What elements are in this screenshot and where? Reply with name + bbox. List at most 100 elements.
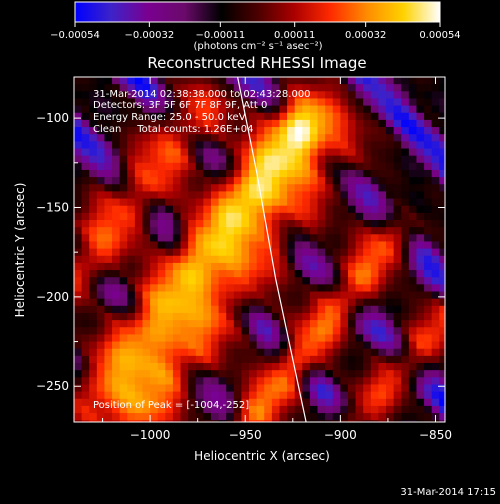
heatmap-cell	[233, 105, 243, 114]
heatmap-cell	[309, 363, 319, 371]
heatmap-cell	[393, 277, 402, 285]
heatmap-cell	[401, 77, 410, 85]
heatmap-cell	[416, 341, 425, 350]
x-axis-ticks: −1000 −950 −900 −850	[102, 77, 452, 442]
colorbar: −0.00054 −0.00032 −0.00011 0.00011 0.00032 0.…	[50, 1, 461, 52]
heatmap-cell	[279, 341, 288, 350]
heatmap-cell	[378, 198, 387, 207]
heatmap-cell	[249, 248, 258, 257]
heatmap-cell	[210, 413, 220, 421]
heatmap-cell	[74, 112, 83, 121]
heatmap-cell	[363, 212, 372, 221]
heatmap-cell	[264, 248, 273, 257]
heatmap-cell	[218, 91, 227, 100]
heatmap-cell	[226, 277, 235, 285]
heatmap-cell	[264, 377, 273, 386]
heatmap-cell	[256, 234, 265, 243]
heatmap-cell	[439, 191, 445, 200]
heatmap-cell	[401, 405, 410, 414]
heatmap-cell	[424, 98, 433, 107]
heatmap-cell	[165, 284, 174, 293]
heatmap-cell	[363, 91, 372, 100]
heatmap-cell	[393, 105, 402, 114]
heatmap-cell	[279, 391, 288, 400]
heatmap-cell	[386, 191, 395, 200]
heatmap-cell	[271, 284, 281, 293]
heatmap-cell	[241, 220, 250, 228]
heatmap-cell	[134, 327, 144, 336]
heatmap-cell	[408, 98, 418, 107]
heatmap-cell	[294, 134, 303, 142]
heatmap-cell	[386, 84, 395, 92]
heatmap-cell	[386, 355, 395, 364]
heatmap-cell	[302, 262, 311, 271]
heatmap-cell	[302, 198, 311, 207]
heatmap-cell	[256, 355, 265, 364]
heatmap-cell	[386, 405, 395, 414]
heatmap-cell	[81, 270, 90, 278]
heatmap-cell	[195, 77, 204, 85]
heatmap-cell	[370, 277, 380, 285]
heatmap-cell	[249, 277, 258, 285]
heatmap-cell	[89, 355, 98, 364]
heatmap-cell	[279, 398, 288, 407]
heatmap-cell	[241, 384, 250, 393]
heatmap-cell	[363, 270, 372, 278]
heatmap-cell	[264, 327, 273, 336]
heatmap-cell	[233, 112, 243, 121]
heatmap-cell	[104, 391, 113, 400]
heatmap-cell	[386, 119, 395, 128]
heatmap-cell	[157, 305, 166, 314]
heatmap-cell	[325, 255, 334, 264]
heatmap-cell	[386, 255, 395, 264]
heatmap-cell	[150, 270, 159, 278]
heatmap-cell	[294, 312, 303, 321]
heatmap-cell	[302, 169, 311, 178]
heatmap-cell	[142, 312, 151, 321]
heatmap-cell	[119, 291, 128, 300]
heatmap-cell	[309, 220, 319, 228]
heatmap-cell	[112, 198, 121, 207]
heatmap-cell	[127, 277, 136, 285]
heatmap-cell	[188, 384, 197, 393]
heatmap-cell	[210, 355, 220, 364]
heatmap-cell	[165, 262, 174, 271]
heatmap-cell	[416, 363, 425, 371]
heatmap-cell	[165, 241, 174, 250]
heatmap-cell	[416, 177, 425, 185]
heatmap-cell	[74, 169, 83, 178]
heatmap-cell	[393, 327, 402, 336]
heatmap-cell	[142, 205, 151, 214]
heatmap-cell	[172, 177, 182, 185]
heatmap-cell	[317, 127, 326, 135]
heatmap-cell	[157, 413, 166, 421]
heatmap-cell	[271, 191, 281, 200]
plot-area: −1000 −950 −900 −850 −100−150−200−250	[36, 76, 452, 442]
heatmap-cell	[309, 291, 319, 300]
heatmap-cell	[127, 270, 136, 278]
heatmap-cell	[150, 334, 159, 343]
heatmap-cell	[294, 205, 303, 214]
heatmap-cell	[416, 212, 425, 221]
heatmap-cell	[439, 241, 445, 250]
heatmap-cell	[386, 413, 395, 421]
heatmap-cell	[347, 191, 357, 200]
heatmap-cell	[233, 169, 243, 178]
heatmap-cell	[74, 105, 83, 114]
plot-frame	[73, 76, 446, 423]
heatmap-cell	[294, 270, 303, 278]
heatmap-cell	[386, 305, 395, 314]
heatmap-cell	[309, 370, 319, 378]
heatmap-cell	[96, 291, 106, 300]
heatmap-cell	[180, 220, 189, 228]
heatmap-cell	[302, 77, 311, 85]
heatmap-cell	[355, 148, 364, 157]
heatmap-cell	[172, 284, 182, 293]
heatmap-cell	[226, 148, 235, 157]
heatmap-cell	[180, 127, 189, 135]
heatmap-cell	[180, 384, 189, 393]
heatmap-cell	[112, 398, 121, 407]
heatmap-cell	[218, 191, 227, 200]
heatmap-cell	[119, 327, 128, 336]
heatmap-cell	[226, 384, 235, 393]
